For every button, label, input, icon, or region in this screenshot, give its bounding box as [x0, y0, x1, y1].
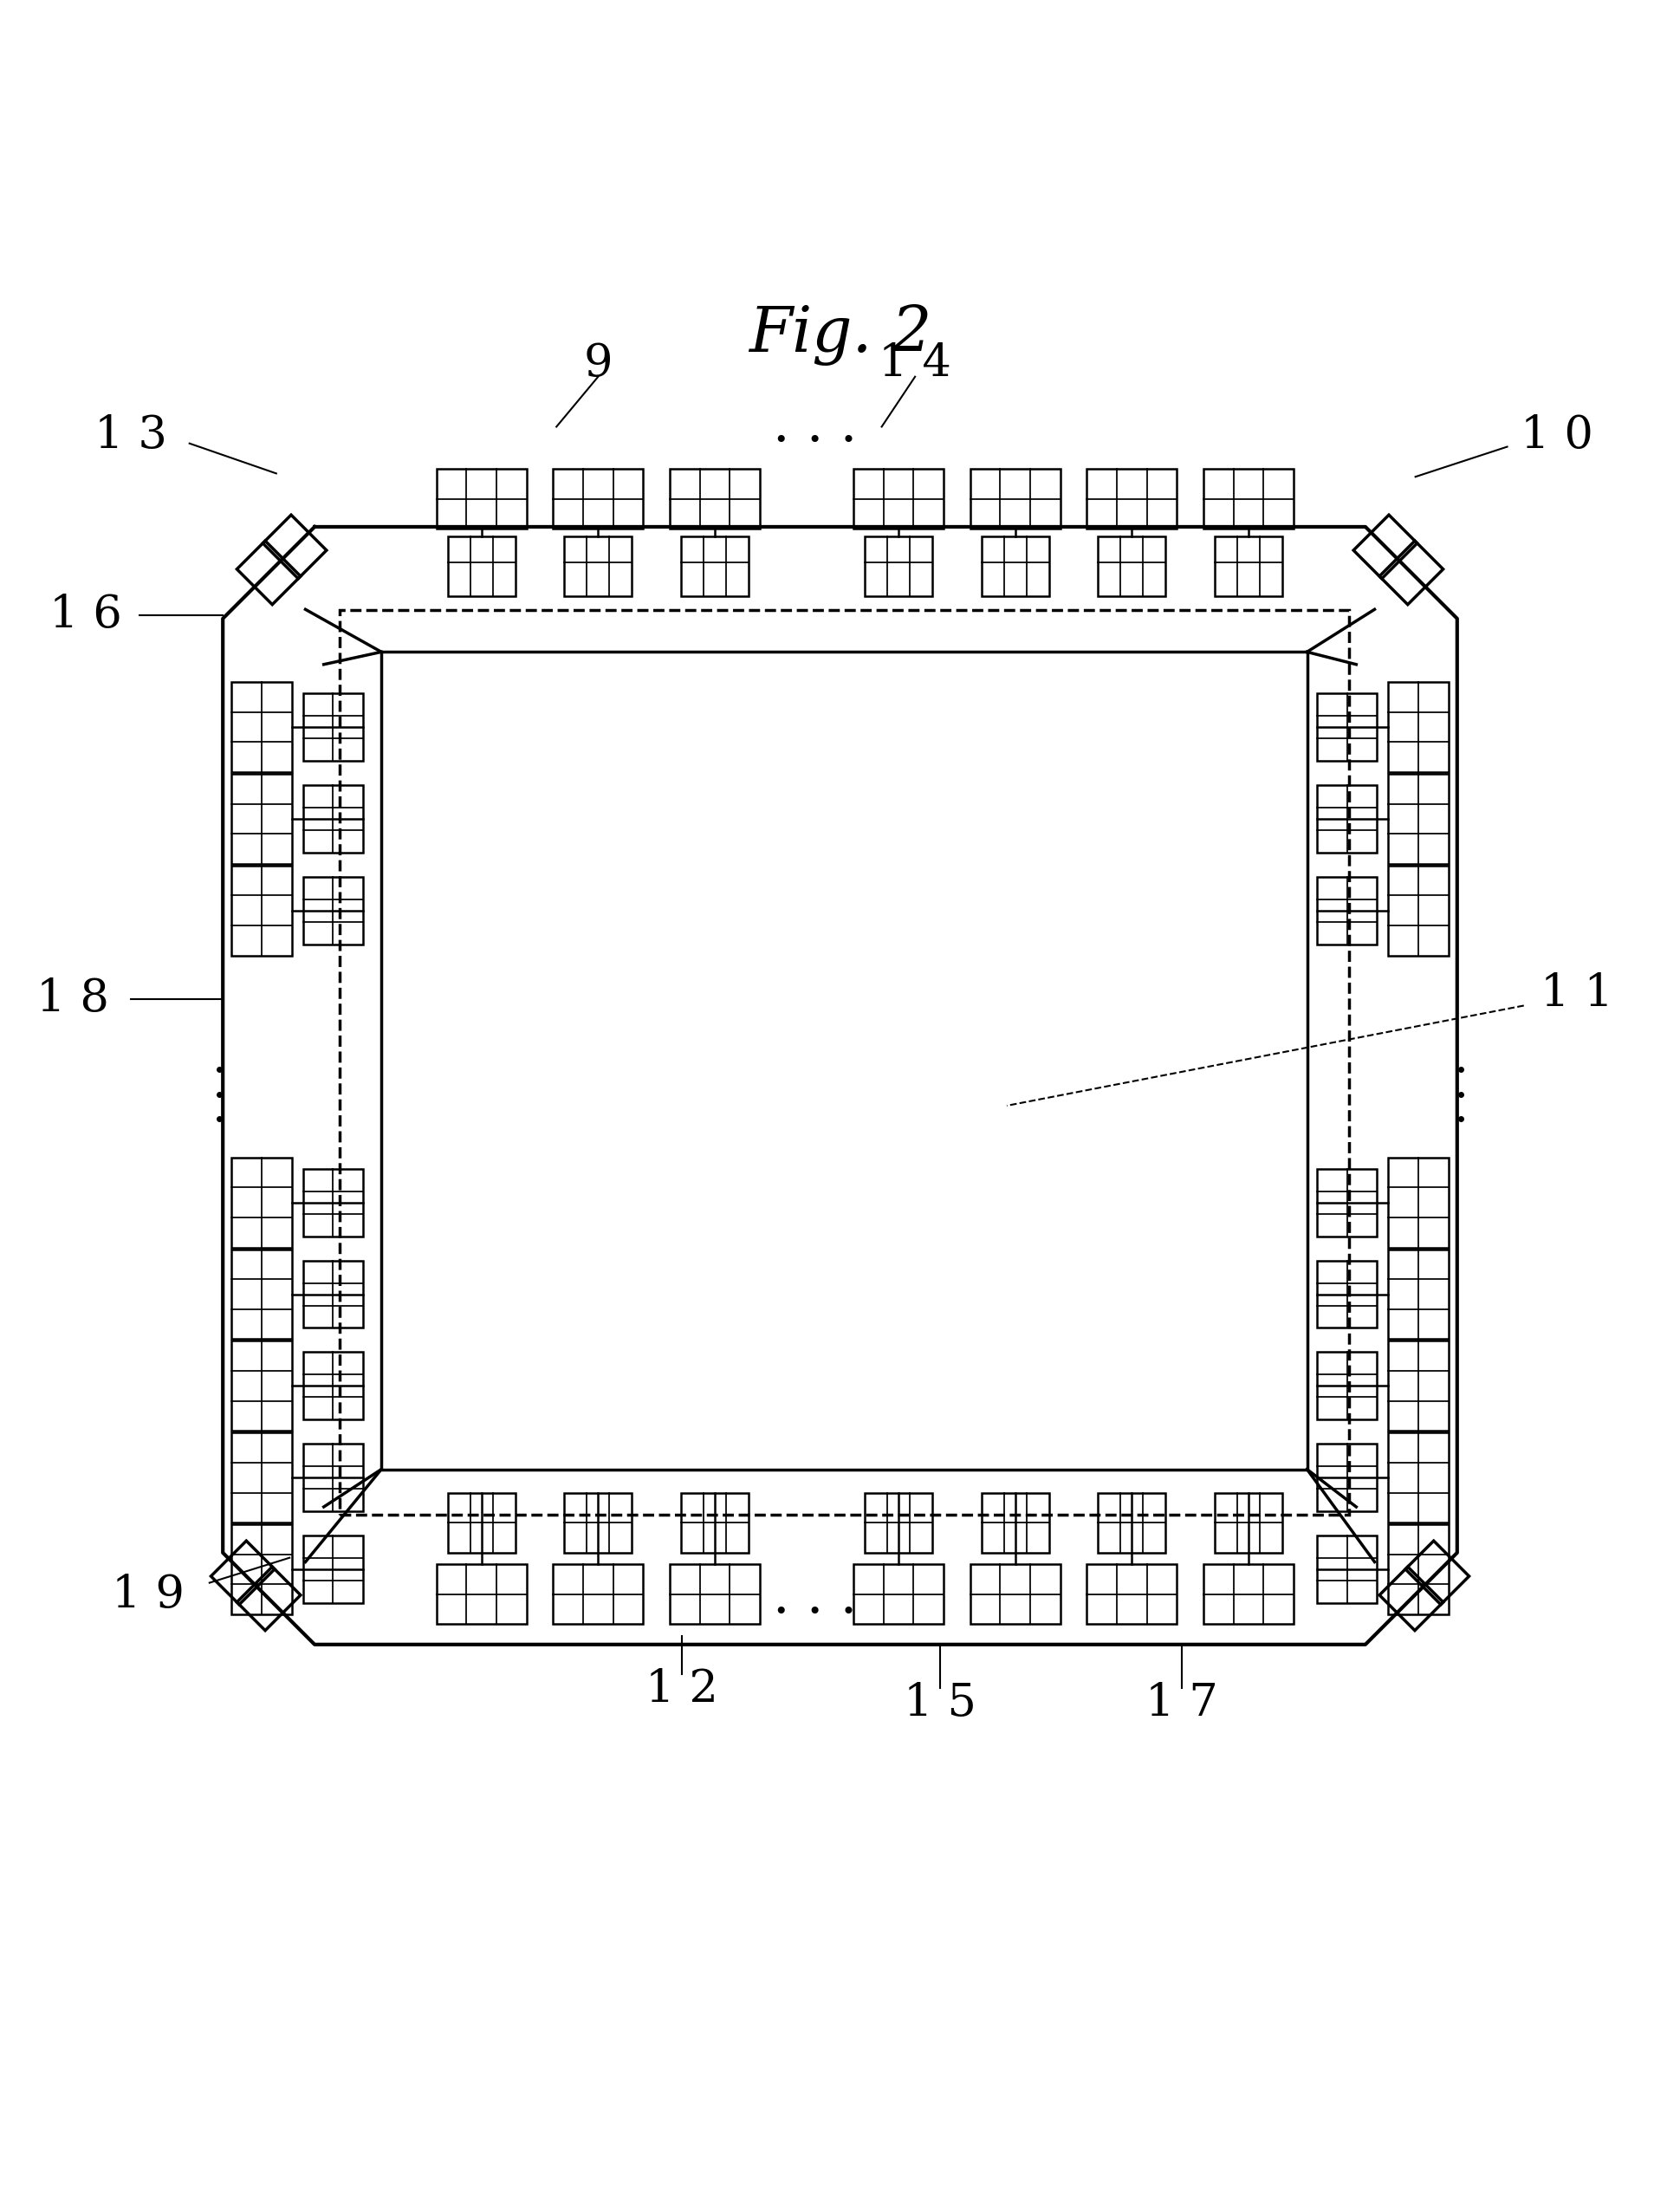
- Bar: [969, 468, 1060, 529]
- Bar: [302, 877, 363, 945]
- Bar: [553, 1564, 643, 1623]
- Bar: [981, 1492, 1048, 1553]
- Bar: [865, 1492, 932, 1553]
- Bar: [865, 536, 932, 597]
- Text: . . .: . . .: [773, 400, 857, 453]
- Bar: [1215, 536, 1282, 597]
- Bar: [1317, 1168, 1378, 1236]
- Text: 1 8: 1 8: [37, 976, 109, 1022]
- Text: Fig. 2: Fig. 2: [748, 304, 932, 365]
- Bar: [437, 468, 526, 529]
- Bar: [302, 1444, 363, 1512]
- Text: 1 6: 1 6: [50, 593, 123, 637]
- Text: 1 4: 1 4: [879, 341, 951, 385]
- Bar: [302, 785, 363, 853]
- Bar: [981, 536, 1048, 597]
- Text: 1 3: 1 3: [94, 414, 168, 457]
- Bar: [1317, 694, 1378, 761]
- Bar: [1215, 1492, 1282, 1553]
- Bar: [670, 1564, 759, 1623]
- Bar: [1087, 468, 1178, 529]
- Bar: [1388, 775, 1448, 864]
- Bar: [232, 775, 292, 864]
- Bar: [680, 536, 749, 597]
- Bar: [1388, 1249, 1448, 1339]
- Bar: [1203, 1564, 1294, 1623]
- Bar: [1317, 1260, 1378, 1328]
- Bar: [969, 1564, 1060, 1623]
- Text: . . .: . . .: [773, 1571, 857, 1623]
- Bar: [381, 652, 1307, 1470]
- Bar: [1317, 877, 1378, 945]
- Bar: [1099, 536, 1166, 597]
- Bar: [232, 866, 292, 956]
- Bar: [670, 468, 759, 529]
- Bar: [1317, 1352, 1378, 1420]
- Bar: [564, 536, 632, 597]
- Bar: [232, 1341, 292, 1431]
- Bar: [232, 683, 292, 772]
- Text: 1 0: 1 0: [1520, 414, 1594, 457]
- Bar: [1203, 468, 1294, 529]
- Bar: [1388, 1341, 1448, 1431]
- Bar: [302, 1352, 363, 1420]
- Bar: [339, 610, 1349, 1514]
- Bar: [302, 1168, 363, 1236]
- Bar: [553, 468, 643, 529]
- Bar: [1388, 866, 1448, 956]
- Text: 1 1: 1 1: [1541, 971, 1613, 1015]
- Bar: [853, 1564, 944, 1623]
- Bar: [447, 536, 516, 597]
- Bar: [1388, 683, 1448, 772]
- Bar: [1099, 1492, 1166, 1553]
- Bar: [680, 1492, 749, 1553]
- Text: 1 5: 1 5: [904, 1680, 976, 1724]
- Bar: [1317, 1444, 1378, 1512]
- Bar: [1317, 785, 1378, 853]
- Text: 1 9: 1 9: [111, 1573, 185, 1617]
- Bar: [1388, 1525, 1448, 1615]
- Bar: [447, 1492, 516, 1553]
- Bar: [232, 1433, 292, 1523]
- Bar: [437, 1564, 526, 1623]
- Bar: [853, 468, 944, 529]
- Bar: [1388, 1433, 1448, 1523]
- Bar: [1317, 1536, 1378, 1604]
- Bar: [302, 694, 363, 761]
- Bar: [1388, 1157, 1448, 1247]
- Bar: [1087, 1564, 1178, 1623]
- Bar: [232, 1157, 292, 1247]
- Bar: [232, 1525, 292, 1615]
- Text: 1 2: 1 2: [645, 1667, 717, 1711]
- Bar: [564, 1492, 632, 1553]
- Text: 1 7: 1 7: [1146, 1680, 1218, 1724]
- Bar: [232, 1249, 292, 1339]
- Text: 9: 9: [583, 341, 613, 385]
- Bar: [302, 1260, 363, 1328]
- Bar: [302, 1536, 363, 1604]
